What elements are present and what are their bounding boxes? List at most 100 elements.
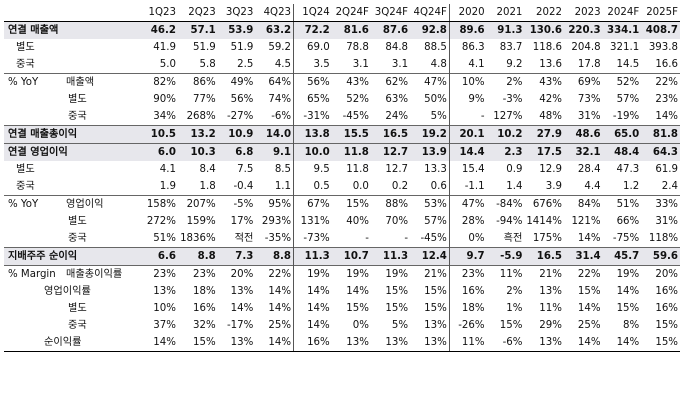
table-cell: 37% [153, 320, 176, 331]
header-corner [4, 4, 140, 22]
table-cell: 72.2 [293, 21, 332, 39]
table-cell: 131% [300, 216, 330, 227]
table-cell: -19% [612, 111, 640, 122]
table-cell: 11.3 [370, 247, 411, 266]
table-cell: 4.4 [584, 181, 601, 192]
table-cell: 12.7 [370, 143, 411, 161]
table-cell: 15% [410, 300, 450, 317]
header-cell: 1Q23 [139, 4, 178, 22]
table-cell: 16.5 [524, 247, 564, 266]
table-cell: 23% [655, 94, 678, 105]
table-cell: 47% [449, 195, 487, 213]
table-cell: -73% [303, 233, 330, 244]
table-cell: 10% [449, 73, 487, 91]
table-cell: 63% [385, 94, 409, 105]
table-cell: -31% [303, 111, 330, 122]
table-cell: 14% [655, 111, 678, 122]
table-cell: 676% [524, 195, 564, 213]
table-cell: 0.6 [410, 178, 450, 196]
table-cell: 25% [577, 320, 601, 331]
row-label: 별도 [4, 213, 140, 230]
table-cell: 9.2 [506, 59, 523, 70]
table-cell: 9% [468, 94, 485, 105]
table-cell: -45% [410, 230, 450, 248]
table-cell: 121% [571, 216, 601, 227]
table-cell: 19% [602, 265, 642, 283]
table-row: 중국 51% 1836% 적전 -35% -73% - - -45% 0% 흑전 175% 14% -75… [4, 230, 680, 248]
table-row: 중국 1.9 1.8 -0.4 1.1 0.5 0.0 0.2 0.6 -1.1 1.4 3.9 4.4… [4, 178, 680, 196]
table-cell: 16.6 [655, 59, 678, 70]
table-cell: 272% [146, 216, 176, 227]
header-cell: 4Q23 [255, 4, 295, 22]
row-label: 중국 [4, 178, 140, 196]
table-cell: 3.1 [352, 59, 369, 70]
table-cell: 14% [602, 334, 642, 352]
table-cell: 21% [524, 265, 564, 283]
row-label-prefix: % Margin [8, 269, 56, 280]
table-cell: 92.8 [410, 21, 450, 39]
table-cell: 16% [655, 303, 678, 314]
row-label: 별도 [4, 161, 140, 178]
table-cell: 69% [563, 73, 603, 91]
table-cell: 204.8 [571, 42, 601, 53]
table-cell: 52% [602, 73, 642, 91]
table-cell: 81.8 [641, 125, 680, 144]
table-cell: 8.4 [199, 164, 216, 175]
table-cell: 흑전 [503, 233, 523, 244]
table-cell: 31% [577, 111, 601, 122]
table-cell: 53.9 [217, 21, 256, 39]
table-cell: 1.9 [159, 181, 176, 192]
table-cell: 175% [532, 233, 562, 244]
table-cell: 1.1 [255, 178, 295, 196]
table-cell: -94% [496, 216, 523, 227]
table-cell: -27% [227, 111, 254, 122]
table-cell: 6.8 [217, 143, 256, 161]
table-cell: 67% [293, 195, 332, 213]
table-cell: 9.7 [449, 247, 487, 266]
table-cell: 10.9 [217, 125, 256, 144]
header-cell: 2025F [641, 4, 680, 22]
table-cell: 130.6 [524, 21, 564, 39]
table-cell: 64.3 [641, 143, 680, 161]
table-cell: 51.9 [230, 42, 254, 53]
table-cell: 2.5 [237, 59, 254, 70]
table-cell: 13% [331, 334, 371, 352]
table-cell: 4.8 [410, 56, 450, 74]
table-cell: 334.1 [602, 21, 642, 39]
row-label: 중국 [4, 108, 140, 126]
table-cell: 59.6 [641, 247, 680, 266]
row-label: 중국 [4, 56, 140, 74]
table-cell: 293% [255, 213, 295, 230]
table-cell: 11.3 [293, 247, 332, 266]
table-cell: 15% [410, 283, 450, 300]
table-cell: 53% [410, 195, 450, 213]
table-cell: 2.3 [486, 143, 525, 161]
row-label: 연결 매출총이익 [4, 125, 140, 144]
table-cell: 6.0 [139, 143, 178, 161]
table-cell: 1414% [526, 216, 562, 227]
table-cell: 15% [655, 320, 678, 331]
table-cell: 22% [641, 73, 680, 91]
table-cell: 14% [577, 233, 601, 244]
header-cell: 3Q24F [370, 4, 411, 22]
row-label: 영업이익률 [4, 283, 140, 300]
table-cell: 24% [385, 111, 409, 122]
table-cell: 127% [493, 111, 523, 122]
table-row: 중국 5.0 5.8 2.5 4.5 3.5 3.1 3.1 4.8 4.1 9.2 13.6 17.8… [4, 56, 680, 74]
table-cell: 22% [563, 265, 603, 283]
row-label-text: 영업이익 [66, 199, 104, 210]
table-cell: 17% [230, 216, 254, 227]
table-cell: 12.9 [539, 164, 562, 175]
table-cell: 14% [563, 334, 603, 352]
row-label-text: 영업이익률 [44, 286, 91, 297]
table-cell: 0.0 [352, 181, 369, 192]
table-cell: 31% [655, 216, 678, 227]
table-cell: 89.6 [449, 21, 487, 39]
table-cell: 40% [346, 216, 369, 227]
table-cell: 8.8 [255, 247, 295, 266]
table-cell: 77% [193, 94, 216, 105]
table-cell: 0.2 [391, 181, 409, 192]
table-row: % YoY 매출액 82% 86% 49% 64% 56% 43% 62% 47% 10% 2% 43%… [4, 73, 680, 91]
table-cell: 78.8 [346, 42, 369, 53]
table-cell: 14.5 [616, 59, 640, 70]
